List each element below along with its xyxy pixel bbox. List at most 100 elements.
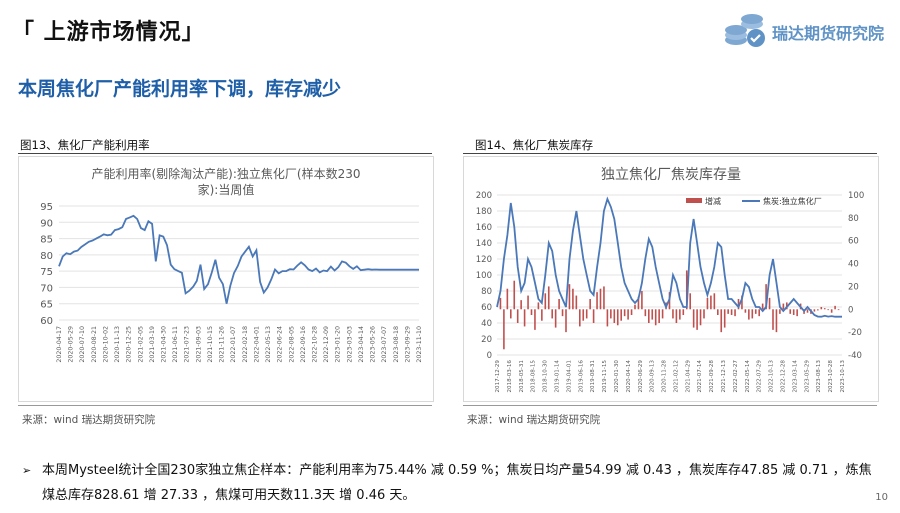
change-bar [772,309,774,330]
change-bar [513,280,516,310]
brand-name: 瑞达期货研究院 [772,24,885,43]
change-bar [610,309,612,319]
chart-title: 独立焦化厂焦炭库存量 [601,167,741,183]
change-bar [561,309,564,317]
change-bar [551,309,553,319]
change-bar [637,296,640,310]
change-bar [710,295,712,310]
left-y-tick-label: 60 [481,303,492,313]
right-y-tick-label: 20 [848,282,859,292]
x-tick-label: 2020-05-29 [68,326,75,363]
figure-13-chart: 产能利用率(剔除淘汰产能):独立焦化厂(样本数230 家):当周值 60 65 70… [18,156,434,402]
change-bar [696,309,698,330]
legend-line-label: 焦炭:独立焦化厂 [763,196,822,206]
coke-inventory-chart: 独立焦化厂焦炭库存量 增减 焦炭:独立焦化厂 0 20 40 60 80 100 120 14… [476,167,864,393]
change-bar [703,309,705,319]
x-tick-label: 2019-04-01 [566,360,572,393]
right-y-tick-label: 80 [848,214,859,224]
x-tick-label: 2023-05-26 [370,326,377,363]
x-tick-label: 2018-05-31 [519,360,525,393]
y-tick-label: 80 [40,251,53,262]
x-tick-label: 2021-03-19 [149,326,156,363]
change-bar [661,309,664,319]
right-y-tick-label: -40 [848,351,862,361]
x-tick-label: 2023-03-03 [346,326,353,363]
change-bar [779,309,781,314]
utilization-line-chart: 产能利用率(剔除淘汰产能):独立焦化厂(样本数230 家):当周值 60 65 70… [40,166,423,363]
change-bar [682,309,685,315]
x-tick-label: 2020-06-29 [638,360,644,393]
left-y-tick-label: 20 [481,335,492,345]
change-bar [737,299,740,310]
x-tick-label: 2018-08-15 [531,360,537,393]
x-tick-label: 2023-08-13 [816,360,822,393]
change-bar [575,295,578,310]
change-bar [658,309,660,323]
change-bar [820,307,823,310]
x-tick-label: 2020-12-25 [126,326,133,363]
x-tick-label: 2023-04-14 [358,326,365,363]
x-tick-label: 2022-10-13 [769,360,775,393]
change-bar [672,309,674,319]
change-bar [544,293,547,310]
x-tick-label: 2019-08-31 [590,360,596,393]
x-tick-label: 2023-03-14 [792,360,798,393]
change-bar [627,309,629,320]
chart-title-line1: 产能利用率(剔除淘汰产能):独立焦化厂(样本数230 [92,166,361,181]
change-bar [499,297,502,310]
x-tick-label: 2021-11-26 [219,326,226,363]
change-bar [741,295,743,310]
change-bar [823,308,826,310]
change-bar [782,303,785,310]
change-bar [685,270,688,310]
change-bar [675,309,678,323]
x-tick-label: 2021-09-28 [709,360,715,393]
change-bar [516,309,519,323]
change-bar [641,291,643,310]
change-bar [572,288,574,310]
page-number: 10 [875,492,888,503]
x-tick-label: 2022-09-16 [300,326,307,363]
x-tick-label: 2022-05-14 [745,360,751,393]
change-bar [510,309,512,319]
x-tick-label: 2020-08-21 [91,326,98,363]
change-bar [830,309,833,313]
x-tick-label: 2020-01-30 [614,360,620,393]
left-y-tick-label: 180 [476,207,492,217]
change-bar [758,309,760,317]
x-tick-label: 2021-02-05 [137,326,144,363]
change-bar [592,309,595,323]
section-title: 「 上游市场情况」 [12,20,205,45]
change-bar [679,309,681,320]
headline: 本周焦化厂产能利用率下调，库存减少 [18,78,342,100]
change-bar [599,288,602,310]
change-bar [530,309,533,315]
change-bar [813,309,816,312]
right-y-tick-label: 40 [848,260,859,270]
bullet-icon: ➢ [22,464,32,477]
change-bar [654,309,657,326]
change-bar [537,302,540,310]
chart-title-line2: 家):当周值 [198,182,255,197]
change-bar [699,309,702,326]
x-tick-label: 2021-10-15 [207,326,214,363]
x-tick-label: 2022-05-13 [265,326,272,363]
right-y-tick-label: 60 [848,237,859,247]
change-bar [582,309,585,321]
figure-14-rule [463,153,877,154]
change-bar [568,284,571,310]
change-bar [730,309,733,315]
change-bar [713,293,716,310]
change-bar [689,293,691,310]
x-tick-label: 2022-10-28 [311,326,318,363]
brand: 瑞达期货研究院 [722,10,892,50]
change-bar [527,295,529,310]
change-bar [765,284,767,310]
change-bar [506,288,509,310]
figure-14-source: 来源：wind 瑞达期货研究院 [467,414,601,426]
change-bar [623,309,626,317]
x-tick-label: 2020-04-17 [56,326,63,363]
left-y-tick-label: 120 [476,255,492,265]
change-bar [620,309,622,321]
legend-bar-swatch [686,198,702,203]
